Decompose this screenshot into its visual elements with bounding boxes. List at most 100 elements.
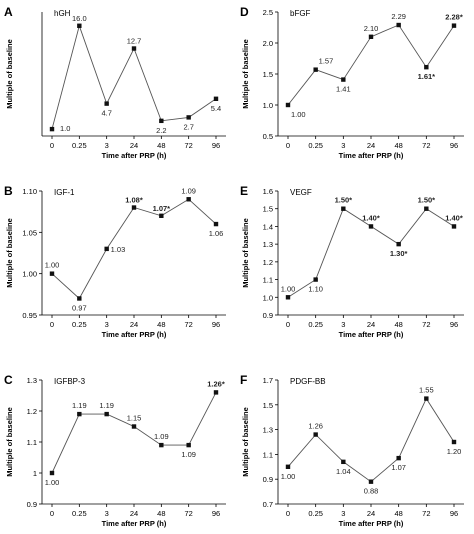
- data-label: 2.7: [183, 122, 193, 131]
- data-point: [285, 295, 291, 300]
- panel-letter: A: [4, 5, 13, 19]
- panel-letter: B: [4, 184, 13, 198]
- y-tick-label: 0.95: [22, 311, 37, 320]
- x-tick-label: 0.25: [308, 509, 323, 518]
- data-point: [451, 224, 457, 229]
- data-point: [104, 101, 109, 106]
- y-tick-label: 0.9: [263, 311, 273, 320]
- panel-letter: D: [240, 5, 249, 19]
- data-label: 1.03: [111, 245, 126, 254]
- chart-panel-b: B IGF-1 0.95 1.00 1.05 1.10 0 0.25 3 24 48 72 96 Time…: [4, 184, 226, 339]
- x-tick-label: 72: [184, 141, 192, 150]
- y-tick-label: 1: [33, 469, 37, 478]
- x-tick-label: 48: [157, 141, 165, 150]
- x-tick-label: 0: [50, 509, 54, 518]
- x-tick-label: 0.25: [72, 509, 87, 518]
- data-point: [49, 470, 55, 476]
- data-point: [186, 115, 191, 120]
- x-tick-label: 24: [367, 509, 375, 518]
- data-point: [285, 464, 291, 469]
- data-label: 1.00: [45, 261, 60, 270]
- x-tick-label: 24: [130, 141, 138, 150]
- chart-panel-c: C IGFBP-3 0.9 1 1.1 1.2 1.3 0 0.25 3 24 48 72 96 Time …: [4, 373, 226, 528]
- x-tick-label: 0: [286, 509, 290, 518]
- data-point: [49, 126, 55, 132]
- data-point: [285, 102, 291, 108]
- x-tick-label: 96: [450, 320, 458, 329]
- data-point: [186, 442, 191, 448]
- x-tick-label: 3: [341, 509, 345, 518]
- data-point: [313, 277, 318, 282]
- data-label: 1.04: [336, 467, 351, 476]
- data-label: 1.07: [391, 463, 406, 472]
- data-point: [77, 23, 82, 28]
- x-tick-label: 3: [105, 320, 109, 329]
- data-label: 1.00: [45, 478, 60, 487]
- x-tick-label: 48: [394, 141, 402, 150]
- data-point: [186, 197, 191, 202]
- data-point: [159, 213, 164, 218]
- data-point: [213, 221, 219, 227]
- x-tick-label: 48: [394, 509, 402, 518]
- data-point: [159, 118, 164, 124]
- data-label: 1.57: [319, 57, 334, 66]
- data-point: [131, 46, 137, 51]
- data-label: 1.00: [291, 110, 306, 119]
- data-point: [159, 442, 164, 448]
- x-tick-label: 24: [130, 320, 138, 329]
- data-label: 1.19: [99, 401, 114, 410]
- data-label: 1.15: [127, 414, 142, 423]
- data-point: [451, 439, 457, 445]
- data-point: [104, 411, 109, 417]
- y-tick-label: 1.5: [263, 401, 273, 410]
- x-axis-label: Time after PRP (h): [339, 151, 404, 160]
- x-tick-label: 0: [286, 141, 290, 150]
- data-label: 16.0: [72, 14, 87, 23]
- x-tick-label: 72: [422, 141, 430, 150]
- data-label: 1.07*: [153, 204, 171, 213]
- data-point: [104, 246, 109, 252]
- y-tick-label: 0.5: [263, 132, 273, 141]
- y-tick-label: 1.00: [22, 270, 37, 279]
- data-label: 1.40*: [362, 213, 380, 222]
- data-point: [424, 396, 429, 401]
- chart-title: hGH: [54, 9, 71, 18]
- data-point: [213, 390, 219, 395]
- data-label: 1.20: [447, 447, 462, 456]
- data-label: 1.09: [154, 432, 169, 441]
- data-point: [396, 241, 401, 247]
- data-label: 2.2: [156, 126, 166, 135]
- y-axis-label: Multiple of baseline: [5, 407, 14, 477]
- x-tick-label: 96: [450, 509, 458, 518]
- y-axis-label: Multiple of baseline: [241, 39, 250, 109]
- x-tick-label: 24: [130, 509, 138, 518]
- x-tick-label: 48: [157, 320, 165, 329]
- data-point: [341, 459, 346, 465]
- y-tick-label: 1.3: [263, 240, 273, 249]
- x-tick-label: 24: [367, 320, 375, 329]
- y-tick-label: 1.05: [22, 228, 37, 237]
- y-tick-label: 1.2: [27, 407, 37, 416]
- chart-title: VEGF: [290, 188, 312, 197]
- x-tick-label: 72: [422, 320, 430, 329]
- y-tick-label: 1.5: [263, 205, 273, 214]
- chart-panel-f: F PDGF-BB 0.7 0.9 1.1 1.3 1.5 1.7 0 0.25 3 24 48 72 96…: [240, 373, 464, 528]
- data-label: 2.10: [364, 24, 379, 33]
- data-point: [424, 206, 429, 211]
- data-point: [213, 96, 219, 101]
- y-tick-label: 2.0: [263, 39, 273, 48]
- chart-title: IGFBP-3: [54, 377, 86, 386]
- data-label: 12.7: [127, 37, 142, 46]
- data-point: [131, 424, 137, 429]
- y-tick-label: 1.10: [22, 187, 37, 196]
- data-point: [341, 77, 346, 82]
- chart-title: IGF-1: [54, 188, 75, 197]
- y-tick-label: 2.5: [263, 8, 273, 17]
- x-tick-label: 0.25: [72, 320, 87, 329]
- data-label: 1.00: [281, 284, 296, 293]
- y-tick-label: 1.1: [263, 450, 273, 459]
- y-axis-label: Multiple of baseline: [5, 39, 14, 109]
- x-axis-label: Time after PRP (h): [102, 519, 167, 528]
- data-label: 1.30*: [390, 249, 408, 258]
